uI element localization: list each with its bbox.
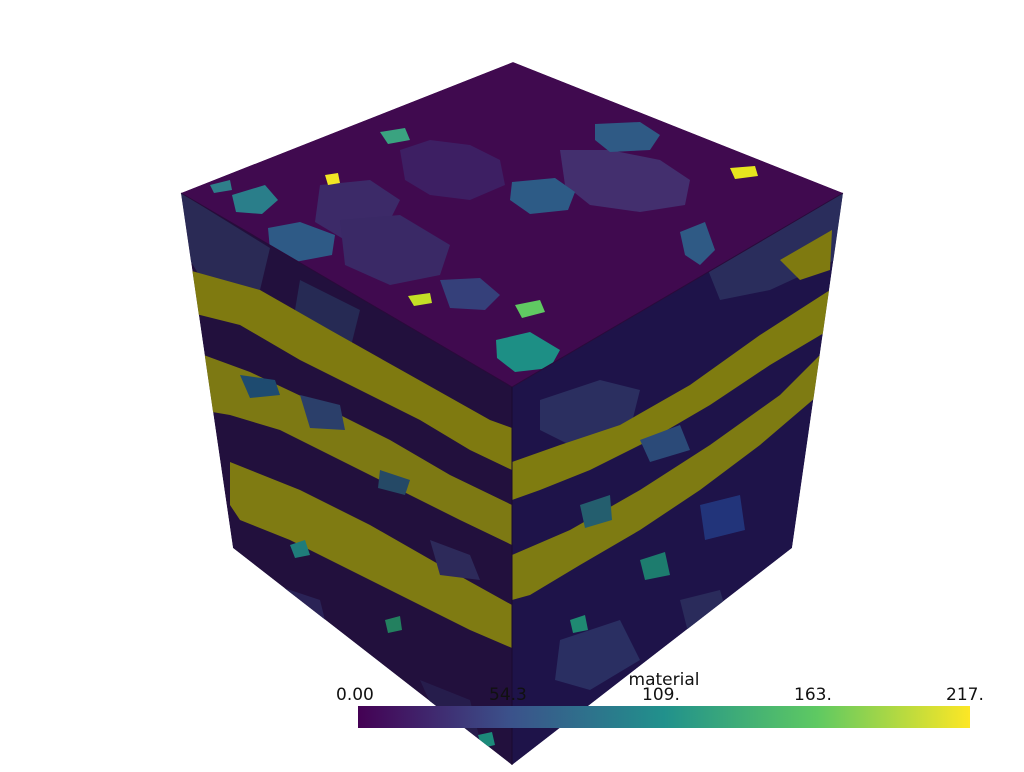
scalar-bar-tick: 163. [794, 685, 832, 705]
scalar-bar-tick: 0.00 [336, 685, 374, 705]
cube-top-face [181, 62, 843, 387]
scalar-bar-title: material [628, 670, 700, 690]
scalar-bar-gradient [358, 706, 970, 728]
scalar-bar: material 0.00 54.3 109. 163. 217. [336, 670, 984, 732]
cube-right-face [512, 193, 843, 765]
scalar-bar-tick: 109. [642, 685, 680, 705]
scalar-bar-tick: 217. [946, 685, 984, 705]
scalar-bar-tick: 54.3 [489, 685, 527, 705]
